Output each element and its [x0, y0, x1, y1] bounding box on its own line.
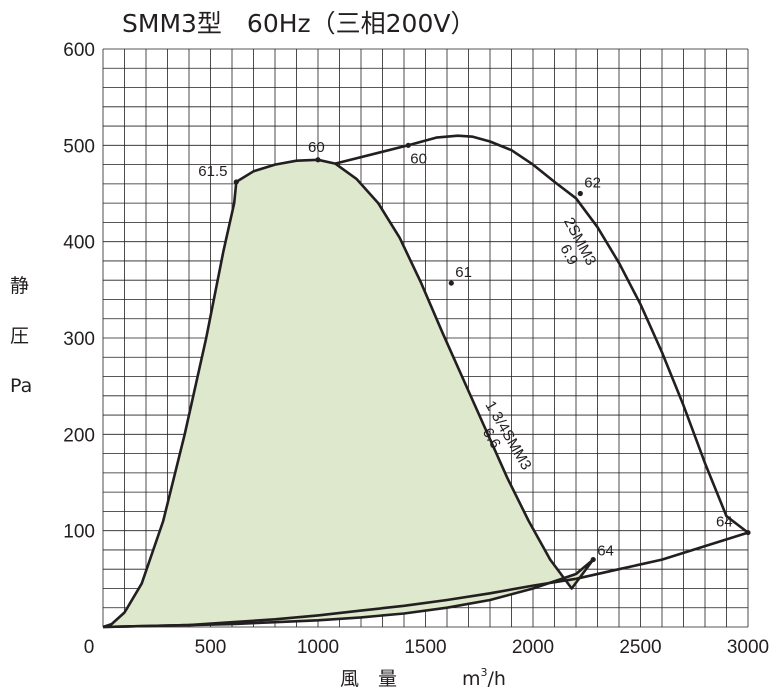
x-axis-unit: m3/h — [462, 666, 506, 690]
x-axis-label: 風 量 — [340, 668, 397, 690]
point-marker — [315, 157, 321, 163]
point-marker — [590, 556, 596, 563]
chart-title: SMM3型 60Hz（三相200V） — [122, 9, 475, 38]
point-label: 61 — [455, 264, 472, 281]
x-tick-label: 2000 — [512, 637, 554, 658]
y-tick-label: 100 — [63, 522, 95, 543]
x-tick-label: 0 — [84, 637, 95, 658]
series-area-0 — [103, 159, 594, 628]
x-tick-label: 1500 — [404, 637, 446, 658]
y-axis-label: 圧 — [10, 325, 29, 347]
point-label: 64 — [716, 514, 733, 531]
point-marker — [745, 529, 751, 536]
y-tick-label: 300 — [63, 329, 95, 350]
series-line-0 — [102, 158, 595, 629]
point-marker — [577, 190, 583, 197]
y-tick-label: 200 — [63, 425, 95, 446]
y-axis-label: 静 — [10, 275, 29, 297]
y-tick-label: 500 — [63, 136, 95, 157]
axis-labels: 風 量 m3/h 静圧 Pa — [10, 275, 506, 690]
point-label: 62 — [584, 175, 601, 192]
series-line-1 — [102, 134, 750, 629]
curve-lines — [102, 134, 750, 629]
y-tick-label: 600 — [63, 40, 95, 61]
curve-areas — [103, 159, 594, 628]
point-marker — [405, 142, 411, 148]
point-label: 60 — [410, 150, 427, 167]
x-tick-label: 3000 — [727, 637, 769, 658]
axis-ticks: 0 500 1000 1500 2000 2500 3000 100 200 300 400 500 6… — [63, 40, 769, 658]
point-label: 60 — [308, 139, 325, 156]
y-axis-label: Pa — [10, 375, 32, 397]
x-tick-label: 500 — [195, 637, 227, 658]
y-tick-label: 400 — [63, 233, 95, 254]
point-label: 64 — [597, 543, 614, 560]
point-marker — [233, 179, 239, 185]
x-tick-label: 1000 — [297, 637, 339, 658]
point-label: 61.5 — [198, 163, 227, 180]
x-tick-label: 2500 — [619, 637, 661, 658]
point-marker — [448, 280, 454, 286]
